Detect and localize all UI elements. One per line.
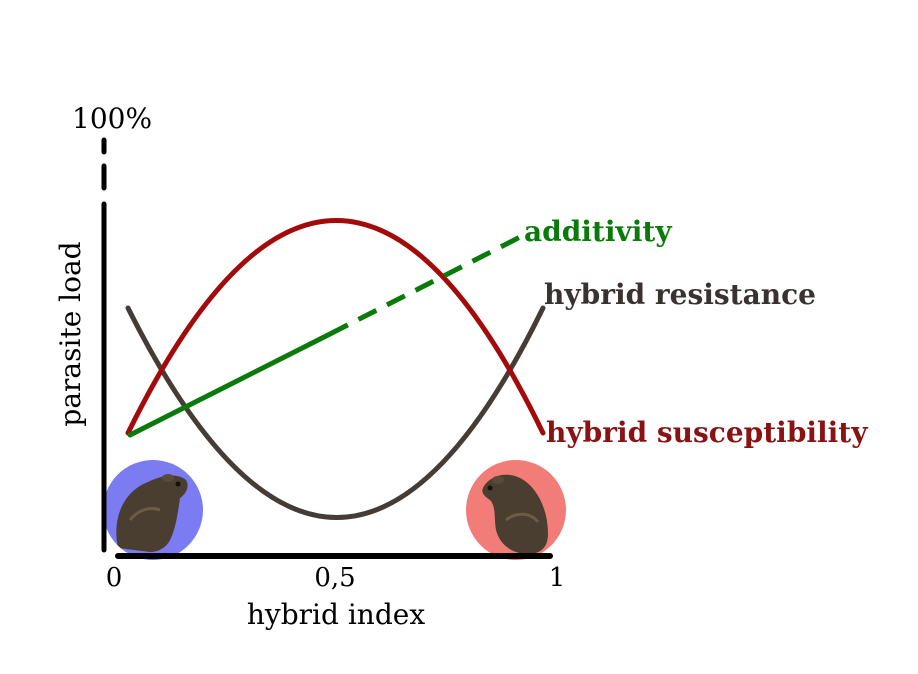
x-tick-1: 1	[549, 563, 566, 593]
y-axis-top-label: 100%	[72, 102, 152, 135]
additivity-label: additivity	[524, 215, 672, 248]
mouse-icon	[482, 474, 548, 554]
susceptibility-label: hybrid susceptibility	[546, 416, 868, 449]
susceptibility-curve	[125, 218, 546, 436]
parent-marker-right	[466, 460, 566, 560]
mouse-icon	[116, 474, 188, 552]
x-axis-title: hybrid index	[247, 598, 425, 631]
x-tick-half: 0,5	[314, 563, 355, 593]
additivity-line-dashed	[328, 233, 524, 337]
parent-marker-left	[103, 460, 203, 560]
resistance-label: hybrid resistance	[544, 278, 816, 311]
x-tick-0: 0	[106, 563, 123, 593]
resistance-curve	[125, 305, 546, 520]
additivity-line	[127, 331, 333, 438]
y-axis-title: parasite load	[54, 241, 87, 426]
